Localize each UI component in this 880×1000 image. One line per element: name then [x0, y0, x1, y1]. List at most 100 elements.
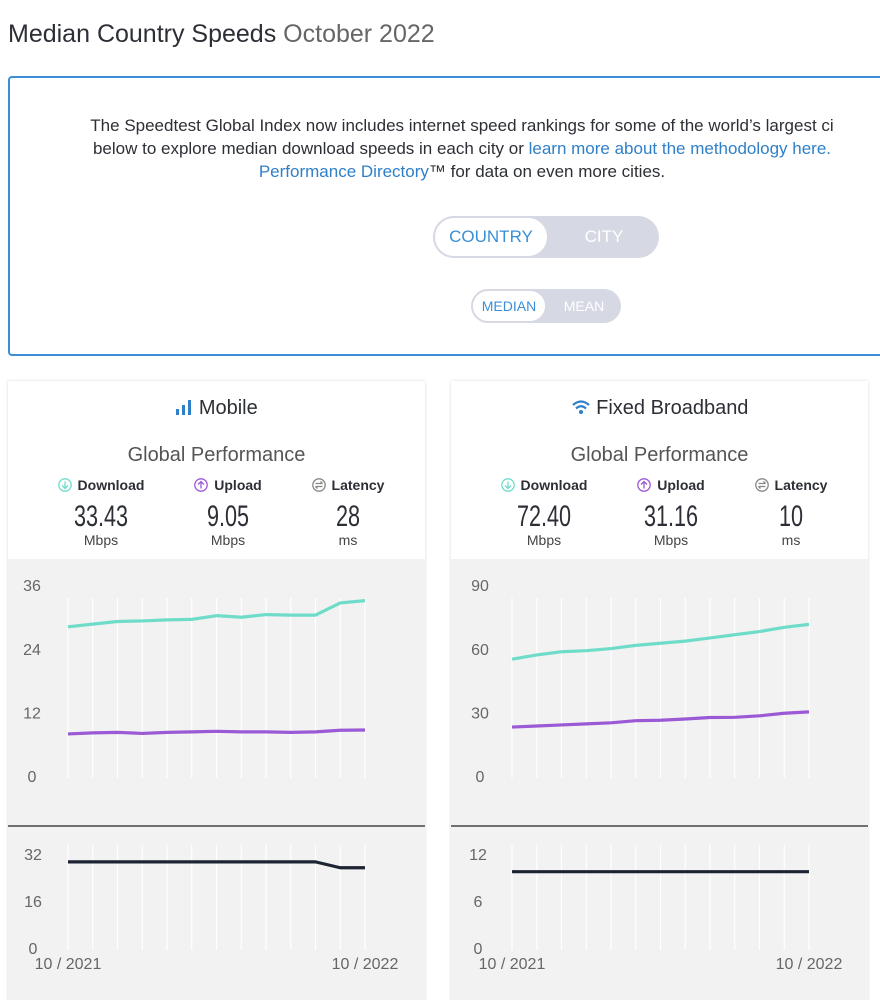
stat-value: 31.16	[643, 500, 699, 533]
directory-link[interactable]: Performance Directory	[258, 162, 429, 181]
panel-title: Fixed Broadband	[451, 397, 868, 420]
series-line	[67, 728, 366, 736]
icon-arrow	[61, 481, 69, 490]
toggle-option[interactable]: COUNTRY	[433, 216, 549, 258]
series-line	[67, 599, 366, 629]
stat-unit: ms	[338, 532, 358, 548]
stat-label: Upload	[657, 477, 705, 493]
x-tick-label: 10 / 2021	[479, 956, 546, 973]
stat-unit: Mbps	[210, 532, 246, 548]
stat-label: Download	[520, 477, 588, 493]
broadband-panel: Fixed Broadband Global Performance Downl…	[451, 381, 868, 1000]
mobile-icon	[176, 400, 192, 415]
y-tick-label: 32	[24, 847, 42, 864]
x-tick-label: 10 / 2022	[332, 956, 399, 973]
stat-value: 28	[335, 500, 361, 533]
icon-circle	[194, 478, 209, 492]
icon-circle	[57, 478, 72, 492]
y-tick-label: 0	[476, 769, 485, 786]
intro-text: ™ for data on even more cities.	[428, 162, 666, 181]
y-tick-label: 60	[471, 642, 489, 659]
intro-box: The Speedtest Global Index now includes …	[8, 76, 880, 356]
toggle-option[interactable]: MEDIAN	[471, 289, 547, 323]
stat-icon	[500, 478, 515, 492]
title: Fixed Broadband	[596, 397, 749, 419]
stat-label-row: Upload	[611, 476, 731, 494]
icon-circle	[311, 478, 326, 492]
y-tick-label: 36	[23, 578, 41, 595]
intro-line: Performance Directory™ for data on even …	[10, 162, 880, 182]
stat-label-row: Download	[41, 476, 161, 494]
title: Mobile	[198, 397, 258, 419]
intro-line: below to explore median download speeds …	[10, 139, 880, 159]
stat-value: 9.05	[206, 500, 250, 533]
stat-icon	[637, 478, 652, 492]
title: Median Country Speeds	[8, 20, 277, 48]
y-tick-label: 16	[24, 894, 42, 911]
stat-label: Latency	[331, 477, 385, 493]
panel-header: Mobile Global Performance Download 33.43 M…	[8, 381, 425, 559]
icon-arrow	[640, 480, 648, 489]
stat-label-row: Download	[484, 476, 604, 494]
x-tick-label: 10 / 2022	[776, 956, 843, 973]
series-line	[511, 622, 810, 661]
methodology-link[interactable]: learn more about the methodology here.	[528, 139, 832, 158]
icon-arrow	[314, 481, 323, 489]
stat-label: Latency	[774, 477, 828, 493]
stat-unit: ms	[781, 532, 801, 548]
stat: Latency 10 ms	[731, 476, 851, 548]
stat-icon	[194, 478, 209, 492]
stat-unit: Mbps	[526, 532, 562, 548]
panel-subtitle: Global Performance	[570, 444, 749, 466]
stat: Download 33.43 Mbps	[41, 476, 161, 548]
stat-unit: Mbps	[83, 532, 119, 548]
stat-value: 33.43	[73, 500, 129, 533]
statistic-toggle: MEDIAN MEAN	[471, 289, 621, 323]
series-line	[511, 710, 810, 729]
icon-circle	[637, 478, 652, 492]
stat: Upload 31.16 Mbps	[611, 476, 731, 548]
series-line	[68, 860, 365, 870]
y-tick-label: 30	[471, 706, 489, 723]
y-tick-label: 0	[29, 941, 38, 958]
icon-circle	[754, 478, 769, 492]
stat: Upload 9.05 Mbps	[168, 476, 288, 548]
stat-label-row: Latency	[731, 476, 851, 494]
toggle-option[interactable]: MEAN	[563, 298, 605, 314]
subtitle: October 2022	[283, 20, 435, 48]
page-title: Median Country Speeds October 2022	[8, 20, 435, 49]
y-tick-label: 90	[471, 578, 489, 595]
panel-title: Mobile	[8, 397, 425, 420]
icon-arrow	[757, 481, 766, 489]
stat-label: Upload	[214, 477, 262, 493]
icon-arrow	[197, 480, 205, 489]
y-tick-label: 12	[23, 706, 41, 723]
panel-header: Fixed Broadband Global Performance Downl…	[451, 381, 868, 559]
stat-unit: Mbps	[653, 532, 689, 548]
y-tick-label: 12	[469, 847, 487, 864]
panel-subtitle: Global Performance	[127, 444, 306, 466]
intro-line: The Speedtest Global Index now includes …	[90, 116, 834, 135]
stat: Download 72.40 Mbps	[484, 476, 604, 548]
scope-toggle: COUNTRY CITY	[433, 216, 659, 258]
icon-arrow	[504, 481, 512, 490]
y-tick-label: 6	[474, 894, 483, 911]
stat-label: Download	[77, 477, 145, 493]
stat-value: 10	[778, 500, 804, 533]
stat-icon	[754, 478, 769, 492]
y-tick-label: 0	[28, 769, 37, 786]
stat: Latency 28 ms	[288, 476, 408, 548]
icon-circle	[500, 478, 515, 492]
intro-text: below to explore median download speeds …	[92, 139, 529, 158]
x-tick-label: 10 / 2021	[35, 956, 102, 973]
stat-label-row: Latency	[288, 476, 408, 494]
stat-icon	[311, 478, 326, 492]
y-tick-label: 0	[474, 941, 483, 958]
stat-label-row: Upload	[168, 476, 288, 494]
stat-icon	[57, 478, 72, 492]
stat-value: 72.40	[516, 500, 572, 533]
wifi-icon	[571, 400, 590, 414]
toggle-option[interactable]: CITY	[584, 227, 624, 246]
